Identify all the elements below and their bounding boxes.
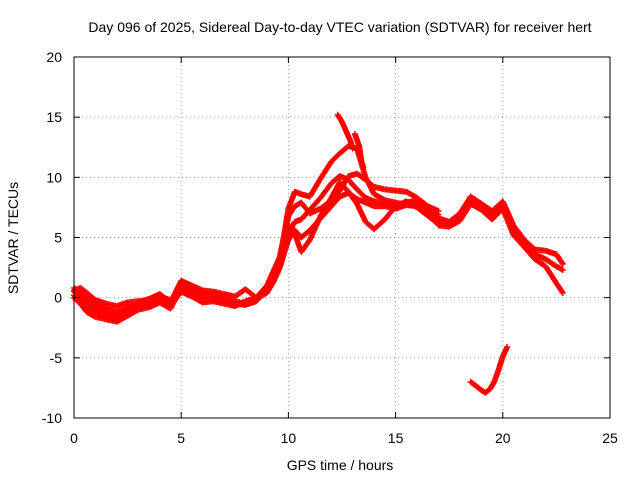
- data-markers: [435, 200, 566, 296]
- chart-title: Day 096 of 2025, Sidereal Day-to-day VTE…: [88, 19, 591, 35]
- grid-lines: [74, 57, 610, 418]
- data-markers: [435, 193, 566, 267]
- data-markers: [435, 196, 566, 273]
- series-track-10: [435, 193, 566, 267]
- y-tick-label: 10: [46, 169, 62, 185]
- y-tick-label: 15: [46, 109, 62, 125]
- data-markers: [334, 111, 356, 152]
- x-tick-label: 15: [388, 430, 404, 446]
- y-axis-label: SDTVAR / TECUs: [5, 182, 21, 294]
- axis-ticks: [73, 56, 611, 419]
- data-markers: [71, 170, 442, 310]
- data-markers: [467, 344, 511, 396]
- series-track-9: [435, 200, 566, 296]
- y-tick-label: 0: [54, 290, 62, 306]
- tick-labels: 0 5 10 15 20 25 -10 -5 0 5 10 15 20: [42, 49, 618, 446]
- x-tick-label: 20: [495, 430, 511, 446]
- data-markers: [71, 143, 442, 320]
- x-tick-label: 25: [602, 430, 618, 446]
- series-track-1: [71, 170, 442, 310]
- x-tick-label: 10: [281, 430, 297, 446]
- y-tick-label: -10: [42, 410, 62, 426]
- y-tick-label: -5: [50, 350, 63, 366]
- series-track-11: [467, 344, 511, 396]
- x-tick-label: 0: [70, 430, 78, 446]
- series-track-7: [351, 131, 367, 171]
- x-tick-label: 5: [177, 430, 185, 446]
- series-track-8: [435, 196, 566, 273]
- series-track-2: [71, 143, 442, 320]
- y-tick-label: 5: [54, 230, 62, 246]
- series-track-6: [334, 111, 356, 152]
- data-markers: [351, 131, 367, 171]
- y-tick-label: 20: [46, 49, 62, 65]
- data-points: [71, 111, 566, 396]
- x-axis-label: GPS time / hours: [287, 457, 394, 473]
